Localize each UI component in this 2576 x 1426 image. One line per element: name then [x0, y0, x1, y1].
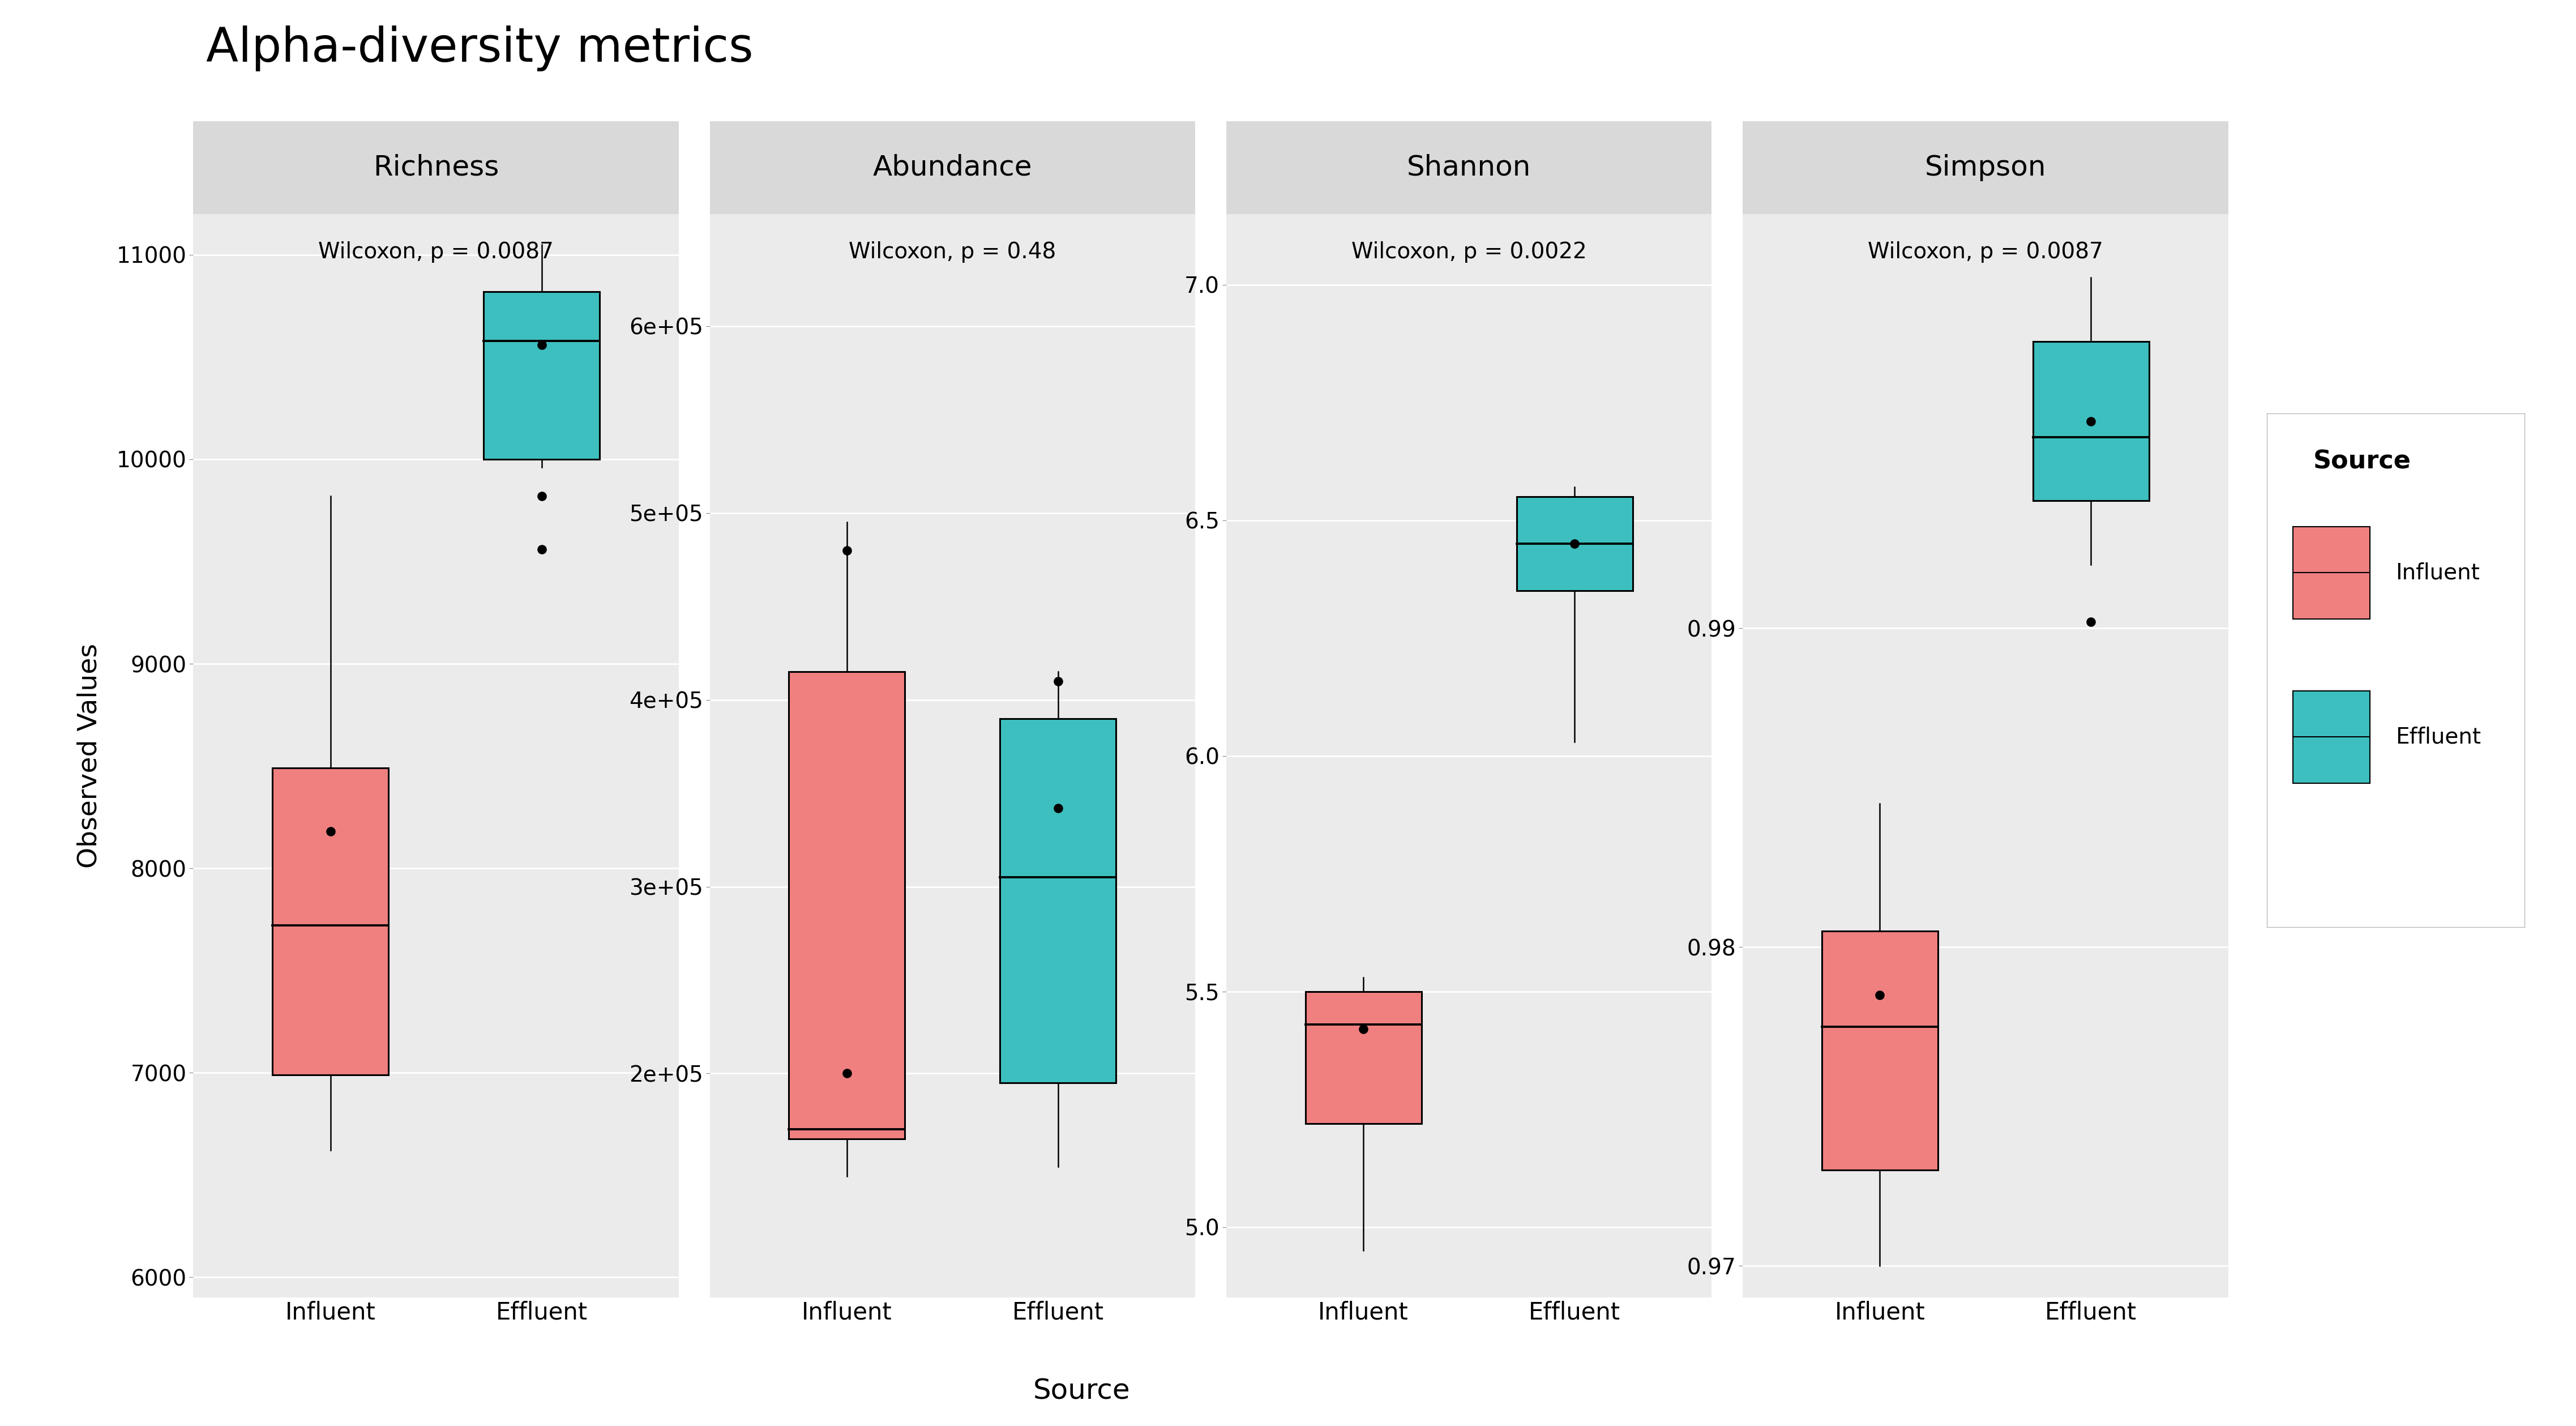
Bar — [2032, 341, 2148, 501]
Text: Source: Source — [1033, 1378, 1131, 1405]
Point — [520, 485, 562, 508]
Point — [827, 1062, 868, 1085]
Point — [1553, 532, 1595, 555]
Point — [309, 820, 350, 843]
Text: Influent: Influent — [2396, 562, 2481, 583]
Bar — [1821, 931, 1937, 1171]
Text: Wilcoxon, p = 0.0087: Wilcoxon, p = 0.0087 — [319, 241, 554, 262]
Point — [827, 539, 868, 562]
Text: Richness: Richness — [374, 154, 500, 181]
Text: Wilcoxon, p = 0.0087: Wilcoxon, p = 0.0087 — [1868, 241, 2102, 262]
Point — [1038, 670, 1079, 693]
Point — [1342, 1018, 1383, 1041]
Text: Wilcoxon, p = 0.48: Wilcoxon, p = 0.48 — [850, 241, 1056, 262]
Text: Shannon: Shannon — [1406, 154, 1530, 181]
Point — [2071, 610, 2112, 633]
Text: Wilcoxon, p = 0.0022: Wilcoxon, p = 0.0022 — [1352, 241, 1587, 262]
Text: Effluent: Effluent — [2396, 726, 2481, 747]
Point — [1038, 797, 1079, 820]
Bar — [999, 719, 1115, 1082]
Bar — [1306, 991, 1422, 1124]
Y-axis label: Observed Values: Observed Values — [77, 643, 103, 868]
Text: Abundance: Abundance — [873, 154, 1033, 181]
Point — [2071, 409, 2112, 432]
Bar — [484, 291, 600, 459]
Point — [520, 538, 562, 560]
Text: Source: Source — [2313, 449, 2411, 473]
Point — [520, 334, 562, 356]
Bar — [788, 672, 904, 1139]
Bar — [1517, 496, 1633, 590]
Point — [1860, 984, 1901, 1007]
Bar — [273, 769, 389, 1075]
Text: Alpha-diversity metrics: Alpha-diversity metrics — [206, 26, 752, 71]
Text: Simpson: Simpson — [1924, 154, 2045, 181]
